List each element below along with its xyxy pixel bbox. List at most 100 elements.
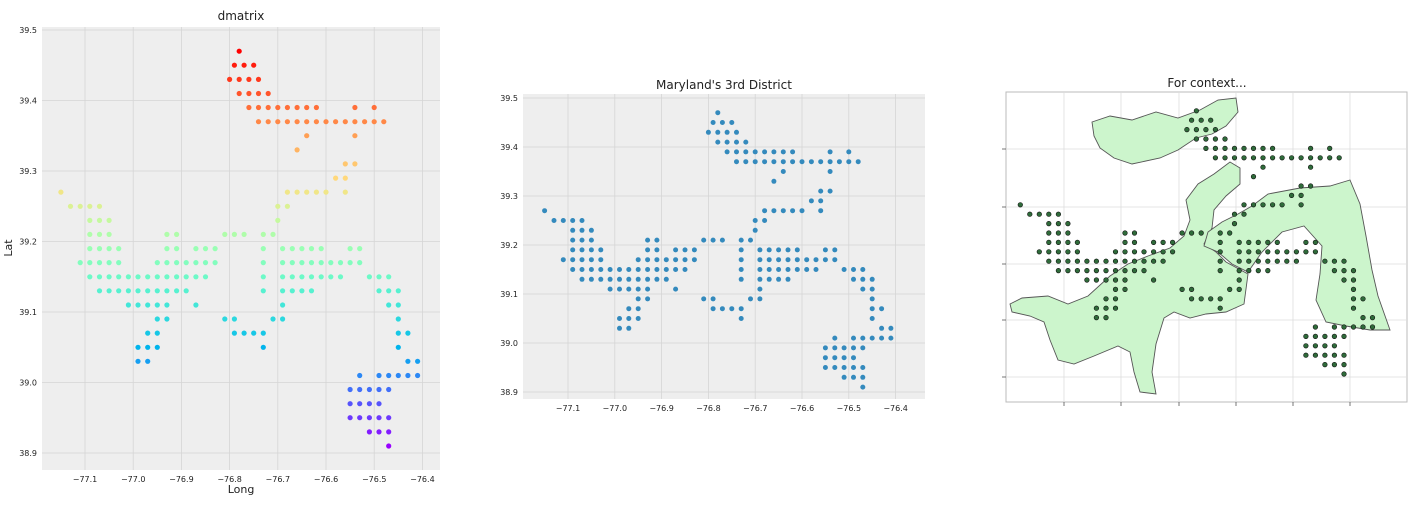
data-point xyxy=(673,267,679,272)
x-ticks: −77.1 −77.0 −76.9 −76.8 −76.7 −76.6 −76.5 −76.4 xyxy=(73,475,435,484)
data-point xyxy=(183,260,189,266)
data-point xyxy=(542,208,548,214)
data-point xyxy=(342,189,348,195)
x-tick-label: −76.5 xyxy=(362,475,387,484)
data-point xyxy=(832,355,838,361)
data-point xyxy=(1231,221,1238,227)
data-point xyxy=(154,316,160,322)
data-point xyxy=(860,267,866,272)
data-point xyxy=(813,257,819,263)
data-point xyxy=(794,247,800,253)
data-point xyxy=(1160,249,1166,255)
data-point xyxy=(1103,296,1109,302)
data-point xyxy=(1274,258,1280,264)
data-point xyxy=(415,372,421,379)
data-point xyxy=(738,267,744,272)
data-point xyxy=(376,386,382,393)
data-point xyxy=(635,296,641,302)
data-point xyxy=(1103,305,1109,311)
data-point xyxy=(236,90,242,97)
data-point xyxy=(342,161,348,167)
data-point xyxy=(588,267,594,272)
panel-district: −77.1 −77.0 −76.9 −76.8 −76.7 −76.6 −76.5 −76.4… xyxy=(500,78,925,413)
data-point xyxy=(724,139,730,145)
data-point xyxy=(724,129,730,135)
district-polygon-north xyxy=(1091,97,1239,165)
data-point xyxy=(851,345,856,351)
data-point xyxy=(701,237,707,243)
data-point xyxy=(1046,211,1052,217)
data-point xyxy=(1046,221,1052,227)
data-point xyxy=(87,203,93,209)
data-point xyxy=(1322,352,1328,358)
data-point xyxy=(106,288,112,294)
y-ticks: 38.9 39.0 39.1 39.2 39.3 39.4 39.5 xyxy=(500,94,518,397)
y-tick-label: 39.5 xyxy=(500,94,518,103)
data-point xyxy=(570,227,576,233)
data-point xyxy=(879,325,885,331)
data-point xyxy=(174,274,180,280)
x-tick-label: −76.6 xyxy=(790,404,815,413)
data-point xyxy=(776,267,782,272)
data-point xyxy=(734,139,739,145)
data-point xyxy=(682,247,688,253)
data-point xyxy=(1160,239,1166,245)
data-point xyxy=(1307,145,1314,151)
y-ticks: 38.9 39.0 39.1 39.2 39.3 39.4 39.5 xyxy=(19,26,37,458)
x-ticks: −77.1 −77.0 −76.9 −76.8 −76.7 −76.6 −76.5 −76.4 xyxy=(556,404,908,413)
data-point xyxy=(1298,183,1304,189)
data-point xyxy=(780,169,786,174)
data-point xyxy=(1084,258,1090,264)
data-point xyxy=(743,149,749,155)
data-point xyxy=(818,188,824,194)
data-point xyxy=(771,149,777,155)
data-point xyxy=(87,231,93,237)
data-point xyxy=(1150,239,1157,245)
data-point xyxy=(598,257,604,263)
data-point xyxy=(270,316,276,322)
data-point xyxy=(96,246,103,252)
data-point xyxy=(762,208,768,214)
data-point xyxy=(832,335,838,341)
data-point xyxy=(804,267,810,272)
data-point xyxy=(145,302,151,308)
data-point xyxy=(164,302,170,308)
data-point xyxy=(1303,333,1309,340)
data-point xyxy=(318,260,324,266)
data-point xyxy=(1141,258,1147,264)
data-point xyxy=(1212,136,1218,142)
data-point xyxy=(588,247,594,253)
data-point xyxy=(1122,277,1128,283)
data-point xyxy=(1093,315,1099,321)
y-tick-label: 39.1 xyxy=(19,308,37,317)
data-point xyxy=(588,227,594,233)
y-tick-label: 39.2 xyxy=(500,241,518,250)
x-tick-label: −77.0 xyxy=(121,475,146,484)
data-point xyxy=(154,344,160,350)
data-point xyxy=(1217,239,1223,245)
data-point xyxy=(1241,145,1247,151)
data-point xyxy=(260,246,266,252)
data-point xyxy=(125,288,131,294)
data-point xyxy=(785,247,791,253)
data-point xyxy=(183,274,189,280)
data-point xyxy=(626,267,632,272)
data-point xyxy=(357,401,363,407)
data-point xyxy=(371,104,377,111)
data-point xyxy=(280,274,286,280)
data-point xyxy=(827,149,833,155)
data-point xyxy=(251,330,257,336)
data-point xyxy=(289,288,295,294)
data-point xyxy=(193,302,199,308)
data-point xyxy=(654,237,660,243)
data-point xyxy=(357,246,363,252)
data-point xyxy=(654,257,660,263)
data-point xyxy=(710,237,716,243)
data-point xyxy=(635,257,641,263)
data-point xyxy=(241,330,247,336)
data-point xyxy=(1255,239,1261,245)
data-point xyxy=(333,119,339,125)
data-point xyxy=(579,267,585,272)
data-point xyxy=(275,217,281,223)
data-point xyxy=(231,231,237,237)
